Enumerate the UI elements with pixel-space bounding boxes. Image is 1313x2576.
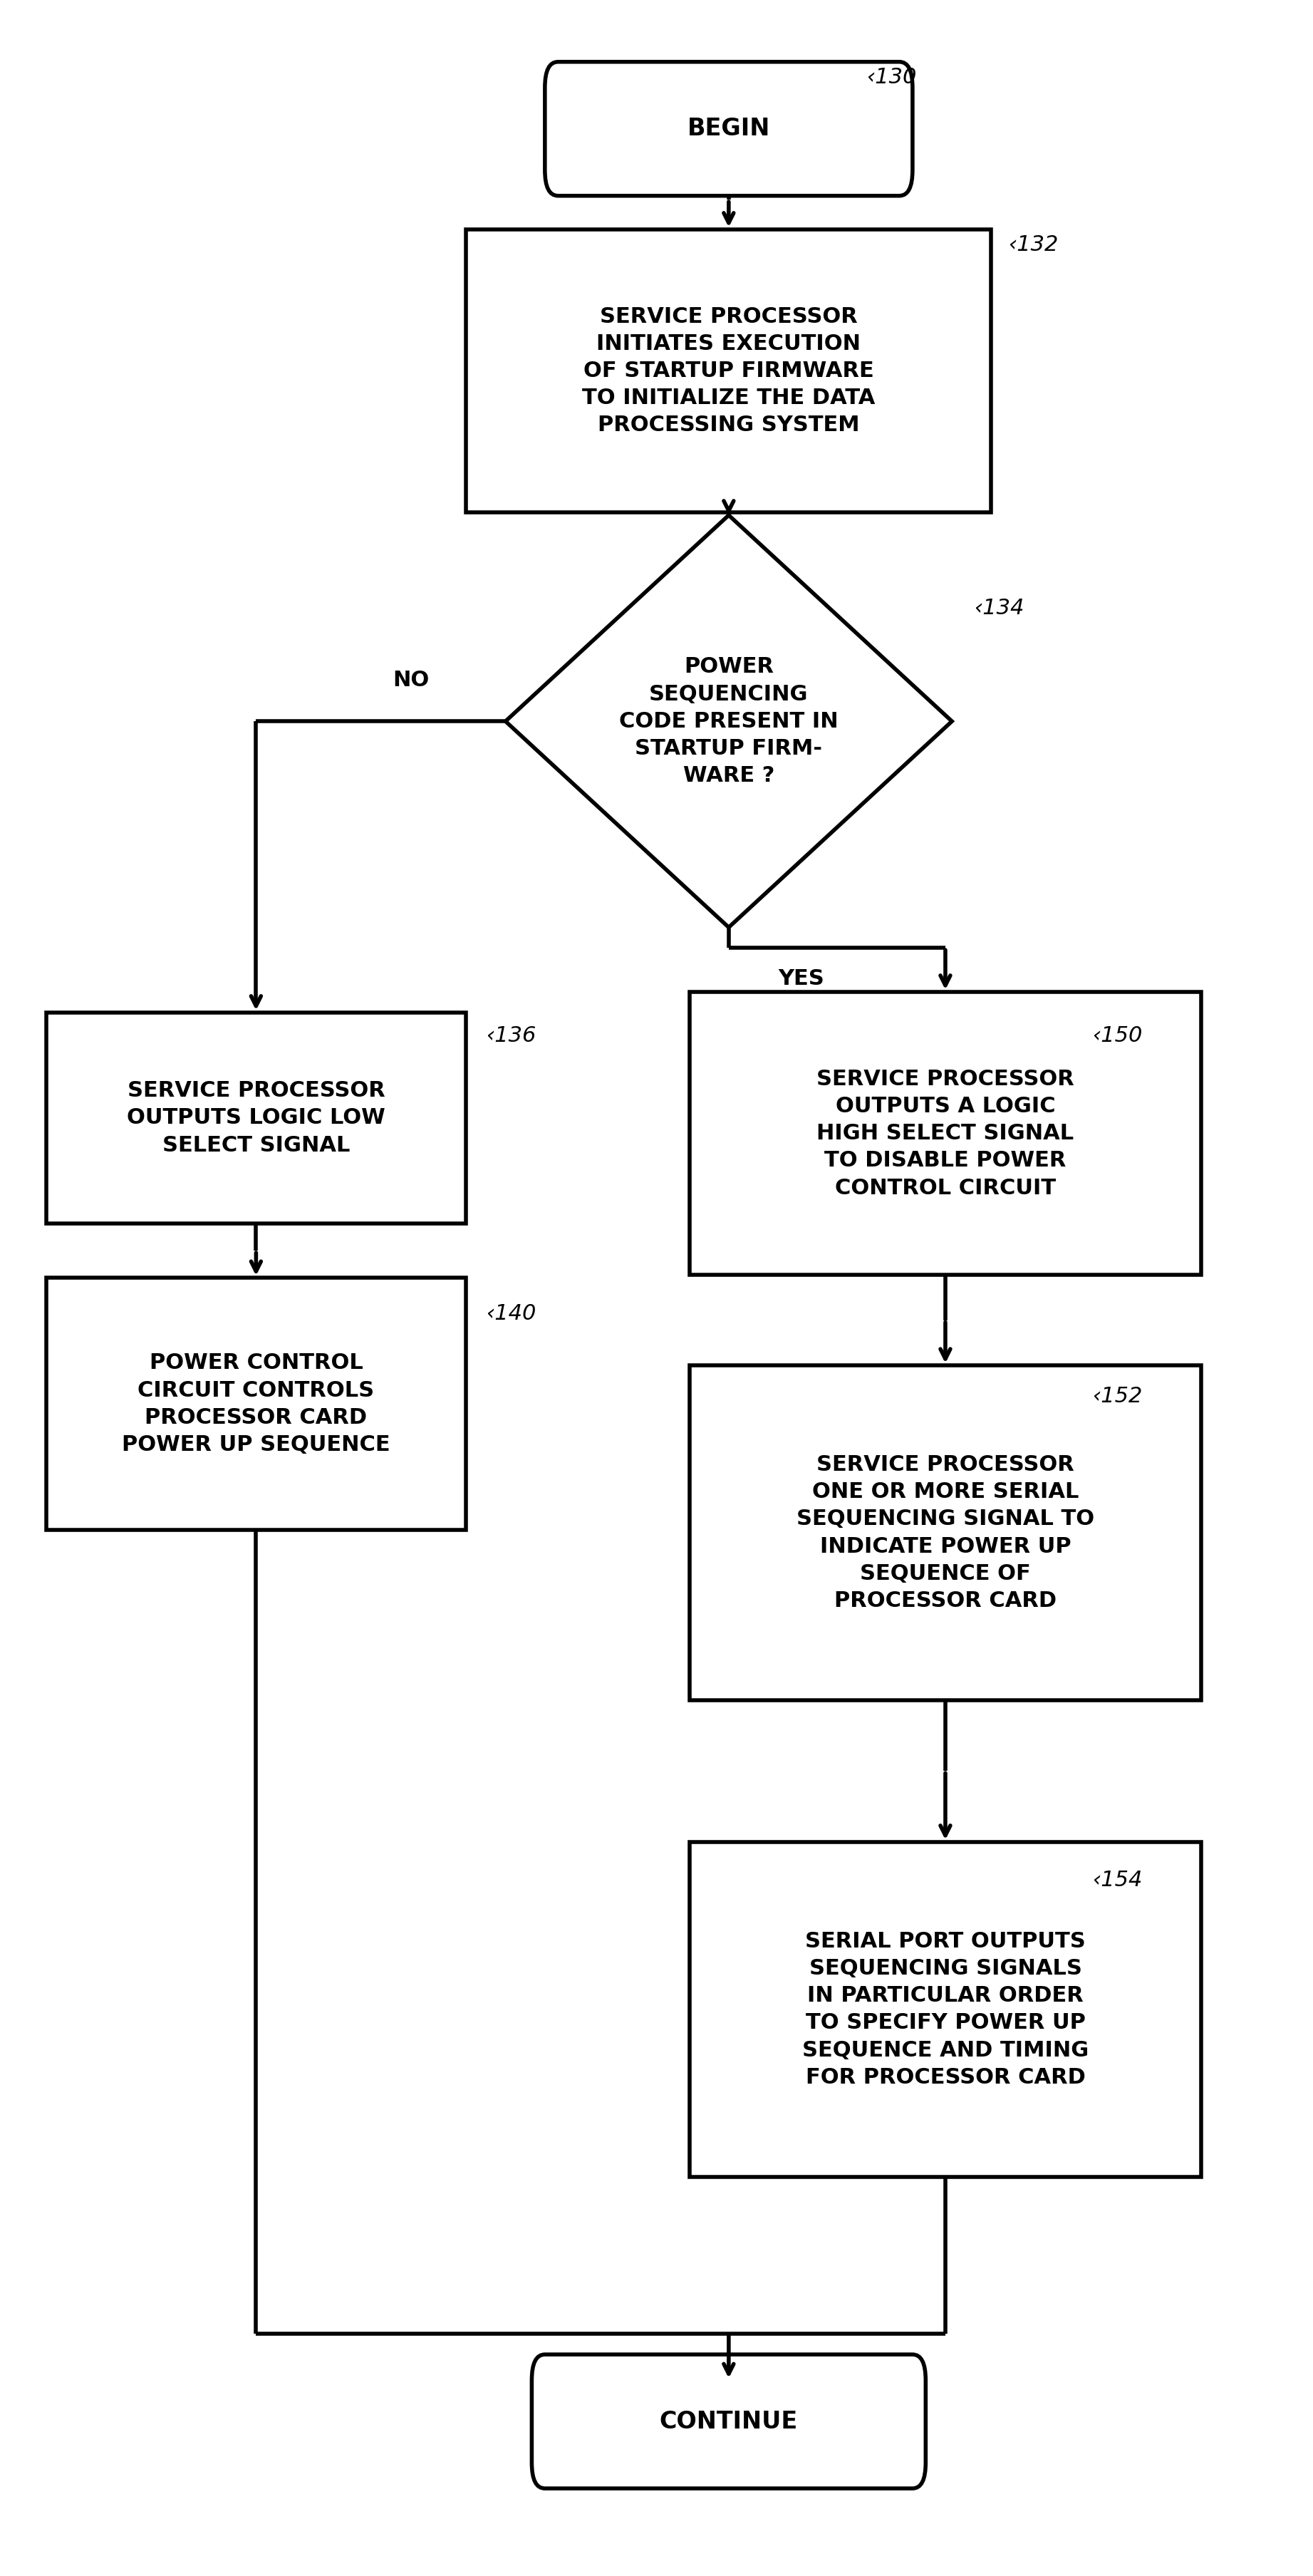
Text: SERVICE PROCESSOR
INITIATES EXECUTION
OF STARTUP FIRMWARE
TO INITIALIZE THE DATA: SERVICE PROCESSOR INITIATES EXECUTION OF… [582,307,876,435]
Text: ‹132: ‹132 [1008,234,1058,255]
Text: NO: NO [393,670,429,690]
Bar [689,992,1201,1275]
Text: POWER
SEQUENCING
CODE PRESENT IN
STARTUP FIRM-
WARE ?: POWER SEQUENCING CODE PRESENT IN STARTUP… [620,657,838,786]
Bar [46,1012,466,1224]
Text: ‹140: ‹140 [486,1303,536,1324]
Text: ‹136: ‹136 [486,1025,536,1046]
Text: ‹130: ‹130 [867,67,916,88]
Bar [466,229,991,513]
Bar [46,1278,466,1530]
Text: BEGIN: BEGIN [687,116,771,142]
FancyBboxPatch shape [545,62,913,196]
Text: ‹152: ‹152 [1092,1386,1142,1406]
FancyBboxPatch shape [532,2354,926,2488]
Text: POWER CONTROL
CIRCUIT CONTROLS
PROCESSOR CARD
POWER UP SEQUENCE: POWER CONTROL CIRCUIT CONTROLS PROCESSOR… [122,1352,390,1455]
Bar [689,1842,1201,2177]
Text: SERVICE PROCESSOR
ONE OR MORE SERIAL
SEQUENCING SIGNAL TO
INDICATE POWER UP
SEQU: SERVICE PROCESSOR ONE OR MORE SERIAL SEQ… [797,1455,1094,1610]
Polygon shape [506,515,952,927]
Text: SERIAL PORT OUTPUTS
SEQUENCING SIGNALS
IN PARTICULAR ORDER
TO SPECIFY POWER UP
S: SERIAL PORT OUTPUTS SEQUENCING SIGNALS I… [802,1932,1088,2087]
Bar [689,1365,1201,1700]
Text: SERVICE PROCESSOR
OUTPUTS LOGIC LOW
SELECT SIGNAL: SERVICE PROCESSOR OUTPUTS LOGIC LOW SELE… [127,1079,385,1157]
Text: ‹150: ‹150 [1092,1025,1142,1046]
Text: CONTINUE: CONTINUE [659,2409,798,2434]
Text: SERVICE PROCESSOR
OUTPUTS A LOGIC
HIGH SELECT SIGNAL
TO DISABLE POWER
CONTROL CI: SERVICE PROCESSOR OUTPUTS A LOGIC HIGH S… [817,1069,1074,1198]
Text: ‹154: ‹154 [1092,1870,1142,1891]
Text: YES: YES [777,969,825,989]
Text: ‹134: ‹134 [974,598,1024,618]
